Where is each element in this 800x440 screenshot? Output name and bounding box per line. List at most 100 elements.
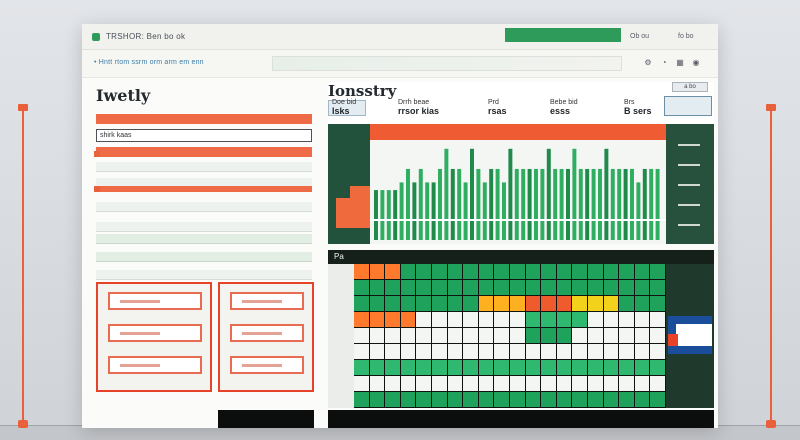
grid-cell[interactable]	[525, 328, 541, 343]
grid-cell[interactable]	[525, 392, 541, 407]
chart-bar[interactable]	[521, 168, 526, 240]
grid-cell[interactable]	[369, 264, 385, 279]
grid-cell[interactable]	[525, 376, 541, 391]
grid-cell[interactable]	[510, 392, 525, 407]
grid-cell[interactable]	[650, 328, 665, 343]
list-row[interactable]	[96, 234, 312, 244]
bell-icon[interactable]: ◔	[661, 58, 667, 67]
grid-cell[interactable]	[634, 328, 650, 343]
chart-bar[interactable]	[508, 148, 513, 240]
grid-cell[interactable]	[525, 360, 541, 375]
grid-cell[interactable]	[588, 280, 603, 295]
chart-bar[interactable]	[559, 168, 564, 240]
chart-bar[interactable]	[591, 168, 596, 240]
grid-cell[interactable]	[556, 264, 572, 279]
list-row[interactable]	[96, 222, 312, 232]
list-row[interactable]	[96, 252, 312, 262]
chart-bar[interactable]	[578, 168, 583, 240]
grid-cell[interactable]	[416, 376, 431, 391]
grid-cell[interactable]	[369, 328, 385, 343]
chart-bar[interactable]	[534, 168, 538, 240]
grid-cell[interactable]	[494, 296, 509, 311]
grid-cell[interactable]	[416, 312, 431, 327]
chart-bar[interactable]	[546, 148, 551, 240]
grid-cell[interactable]	[369, 376, 385, 391]
grid-cell[interactable]	[400, 312, 416, 327]
grid-cell[interactable]	[634, 280, 650, 295]
grid-cell[interactable]	[400, 280, 416, 295]
grid-cell[interactable]	[369, 360, 385, 375]
grid-cell[interactable]	[385, 280, 400, 295]
chart-bar[interactable]	[380, 190, 385, 240]
grid-cell[interactable]	[385, 328, 400, 343]
grid-cell[interactable]	[525, 264, 541, 279]
card-item[interactable]	[108, 292, 202, 310]
grid-cell[interactable]	[432, 360, 447, 375]
grid-cell[interactable]	[572, 296, 587, 311]
grid-cell[interactable]	[588, 392, 603, 407]
chart-bar[interactable]	[393, 190, 398, 240]
grid-cell[interactable]	[447, 264, 463, 279]
grid-cell[interactable]	[478, 360, 494, 375]
grid-cell[interactable]	[634, 376, 650, 391]
grid-cell[interactable]	[416, 392, 431, 407]
grid-cell[interactable]	[525, 344, 541, 359]
chart-bar[interactable]	[610, 168, 615, 240]
grid-cell[interactable]	[603, 328, 619, 343]
chart-bar[interactable]	[527, 168, 532, 240]
grid-cell[interactable]	[556, 280, 572, 295]
grid-cell[interactable]	[634, 344, 650, 359]
grid-cell[interactable]	[603, 360, 619, 375]
grid-cell[interactable]	[432, 392, 447, 407]
grid-cell[interactable]	[385, 360, 400, 375]
grid-cell[interactable]	[650, 296, 665, 311]
grid-cell[interactable]	[416, 360, 431, 375]
grid-cell[interactable]	[603, 280, 619, 295]
grid-cell[interactable]	[432, 312, 447, 327]
grid-cell[interactable]	[541, 296, 556, 311]
list-row[interactable]	[96, 202, 312, 212]
grid-cell[interactable]	[447, 344, 463, 359]
grid-cell[interactable]	[556, 344, 572, 359]
grid-cell[interactable]	[463, 296, 478, 311]
white-cell[interactable]	[676, 324, 712, 346]
chart-bar[interactable]	[444, 148, 449, 240]
grid-cell[interactable]	[619, 328, 634, 343]
chart-bar[interactable]	[463, 182, 468, 240]
chart-bar[interactable]	[642, 168, 647, 240]
chart-bar[interactable]	[457, 168, 462, 240]
grid-cell[interactable]	[432, 264, 447, 279]
chart-bar[interactable]	[386, 190, 391, 240]
chart-bar[interactable]	[617, 168, 622, 240]
grid-cell[interactable]	[619, 360, 634, 375]
grid-cell[interactable]	[369, 392, 385, 407]
grid-cell[interactable]	[385, 312, 400, 327]
grid-cell[interactable]	[478, 280, 494, 295]
grid-cell[interactable]	[541, 376, 556, 391]
grid-cell[interactable]	[463, 376, 478, 391]
chart-bar[interactable]	[418, 168, 423, 240]
grid-cell[interactable]	[556, 360, 572, 375]
card-item[interactable]	[230, 292, 304, 310]
grid-cell[interactable]	[603, 264, 619, 279]
grid-cell[interactable]	[463, 264, 478, 279]
grid-cell[interactable]	[588, 296, 603, 311]
grid-cell[interactable]	[447, 312, 463, 327]
grid-cell[interactable]	[525, 312, 541, 327]
user-icon[interactable]: ◉	[692, 58, 700, 67]
grid-cell[interactable]	[432, 280, 447, 295]
chart-bar[interactable]	[636, 182, 641, 240]
grid-cell[interactable]	[588, 312, 603, 327]
grid-cell[interactable]	[463, 328, 478, 343]
chart-bar[interactable]	[470, 148, 474, 240]
grid-cell[interactable]	[634, 392, 650, 407]
grid-cell[interactable]	[525, 296, 541, 311]
grid-cell[interactable]	[650, 280, 665, 295]
grid-cell[interactable]	[354, 376, 369, 391]
grid-cell[interactable]	[588, 328, 603, 343]
chart-bar[interactable]	[489, 168, 494, 240]
grid-cell[interactable]	[447, 280, 463, 295]
grid-cell[interactable]	[619, 296, 634, 311]
chart-bar[interactable]	[431, 182, 436, 240]
chart-bar[interactable]	[425, 182, 430, 240]
